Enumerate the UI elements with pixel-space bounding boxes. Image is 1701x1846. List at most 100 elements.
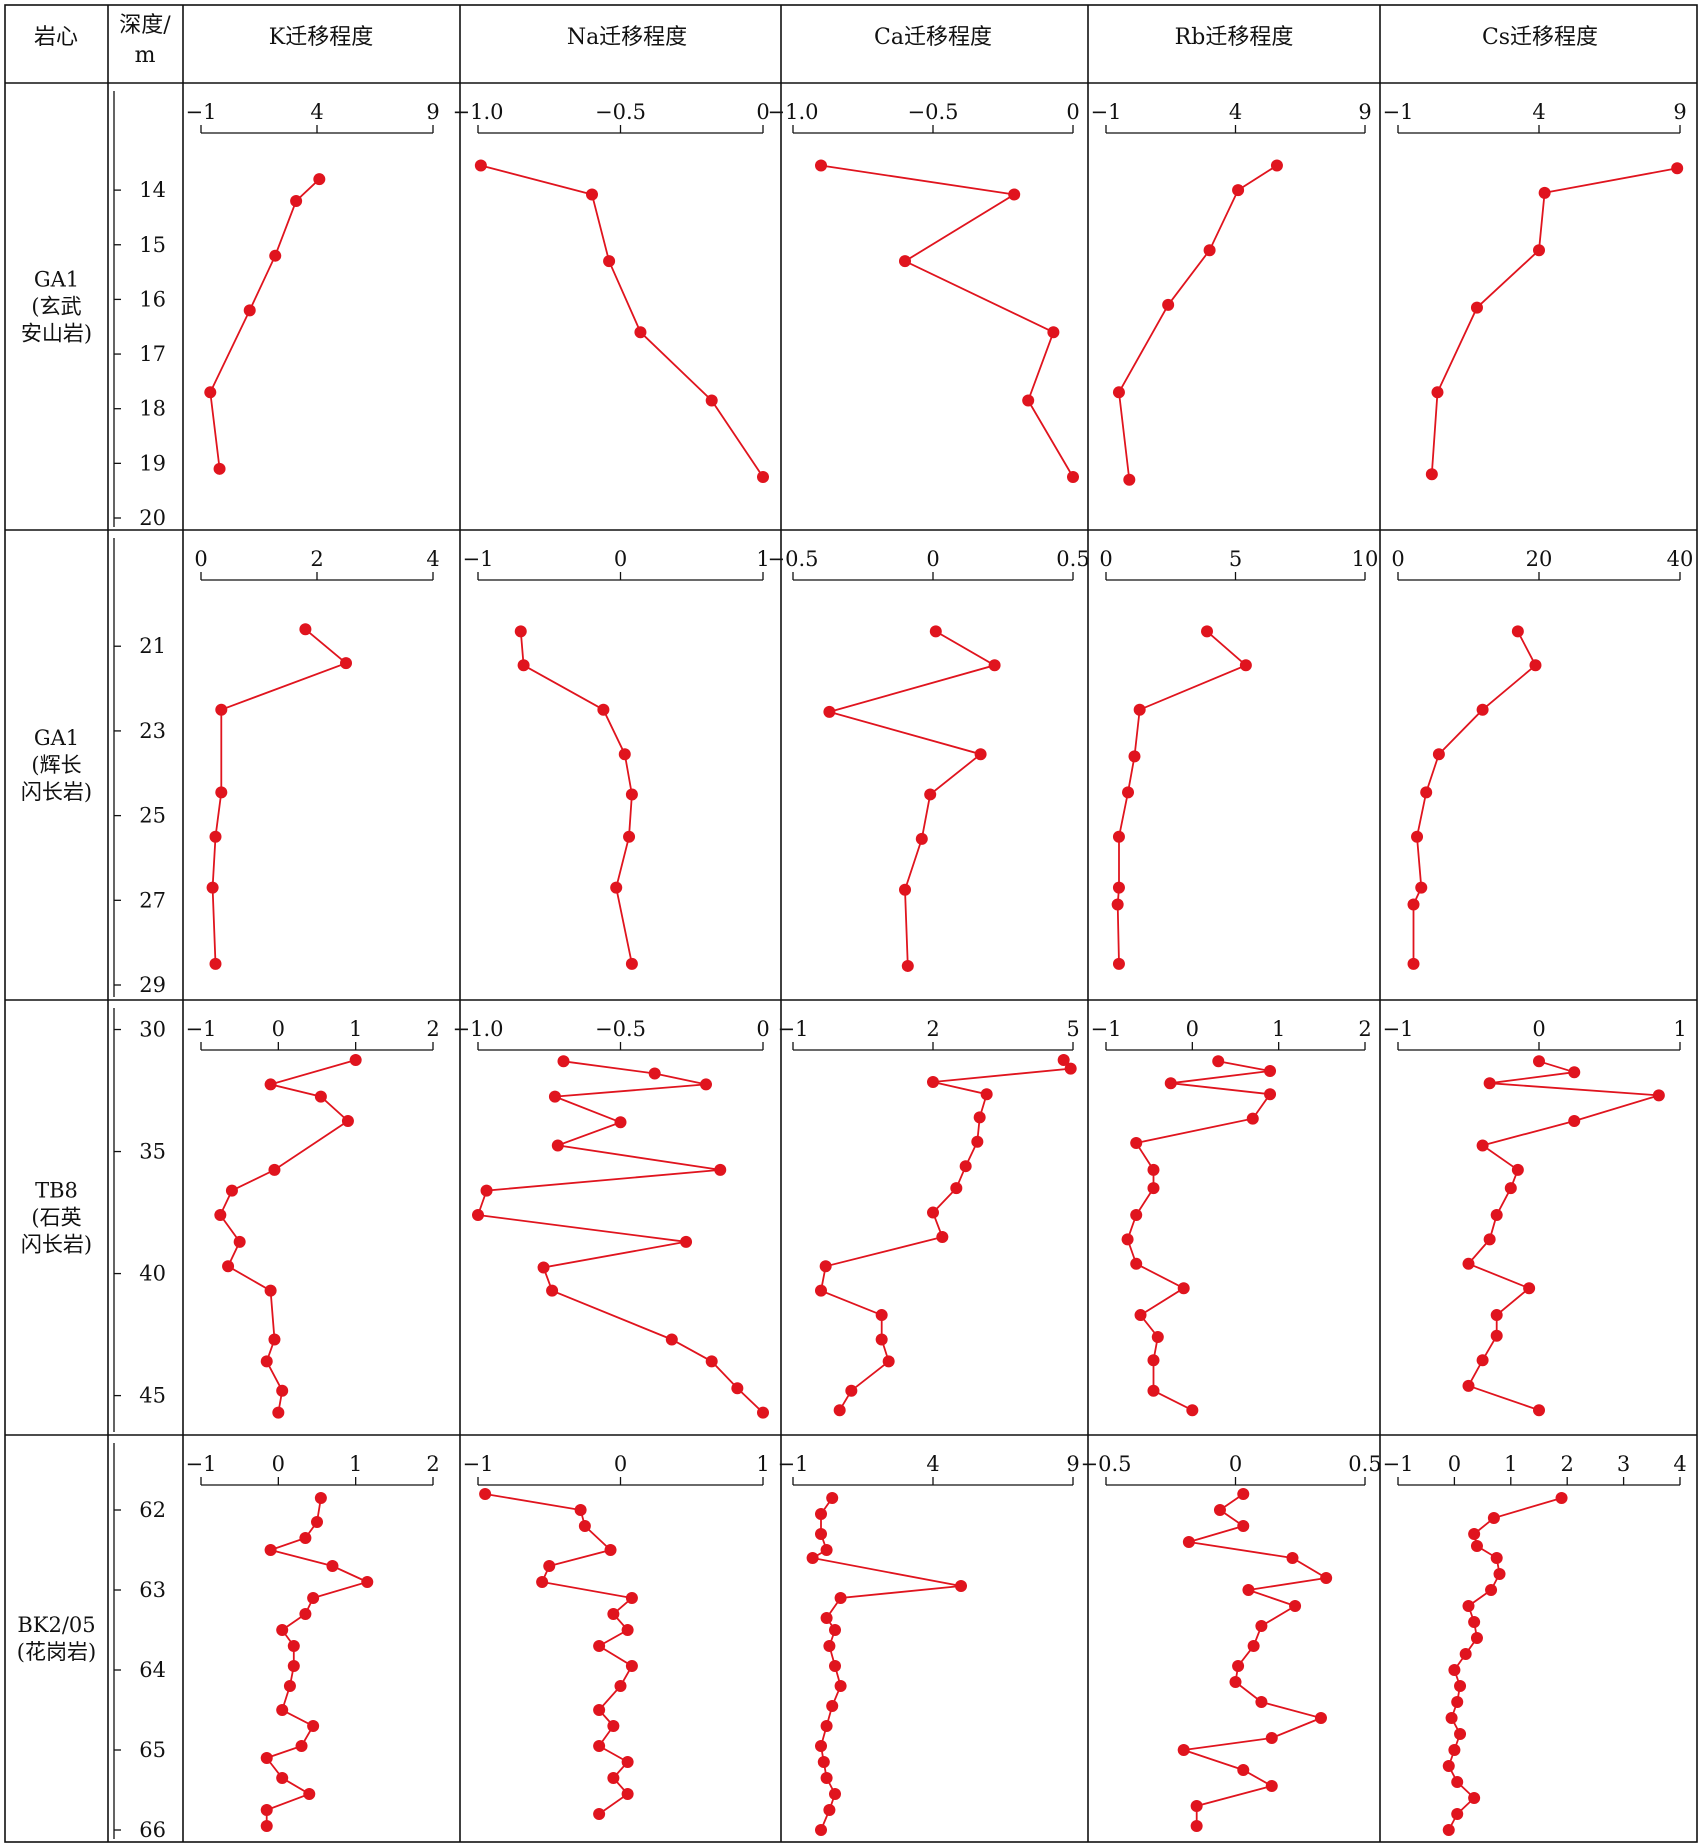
series-line-k bbox=[209, 178, 320, 469]
data-point bbox=[1270, 159, 1283, 172]
x-tick-label: −1 bbox=[186, 1017, 217, 1041]
data-point bbox=[1122, 786, 1135, 799]
x-tick-label: 0 bbox=[614, 1452, 627, 1476]
data-point bbox=[546, 1284, 559, 1297]
data-point bbox=[604, 1544, 617, 1556]
depth-tick-label: 16 bbox=[139, 287, 166, 311]
data-point bbox=[1134, 1309, 1147, 1322]
data-point bbox=[209, 830, 222, 843]
data-point bbox=[1462, 1379, 1475, 1392]
data-point bbox=[1190, 1820, 1203, 1832]
x-tick-label: −1 bbox=[778, 1017, 809, 1041]
data-point bbox=[1538, 186, 1551, 199]
data-point bbox=[927, 1075, 939, 1088]
x-tick-label: 40 bbox=[1667, 547, 1694, 571]
data-point bbox=[1264, 1065, 1277, 1078]
data-point bbox=[1483, 1077, 1496, 1090]
x-tick-label: −0.5 bbox=[908, 100, 959, 124]
data-point bbox=[1487, 1512, 1500, 1524]
x-tick-label: 4 bbox=[1229, 100, 1242, 124]
data-point bbox=[1237, 1520, 1250, 1532]
core-label: (石英 bbox=[31, 1206, 81, 1230]
data-point bbox=[287, 1660, 300, 1672]
data-point bbox=[1451, 1776, 1464, 1788]
data-point bbox=[607, 1720, 620, 1732]
series-line-rb bbox=[1183, 1493, 1329, 1826]
data-point bbox=[269, 249, 282, 262]
x-tick-label: 0.5 bbox=[1056, 547, 1089, 571]
data-point bbox=[1407, 957, 1420, 970]
data-point bbox=[974, 748, 987, 761]
x-tick-label: −0.5 bbox=[595, 1017, 646, 1041]
data-point bbox=[815, 1740, 827, 1752]
depth-tick-label: 21 bbox=[139, 634, 166, 658]
data-point bbox=[1320, 1572, 1333, 1584]
data-point bbox=[1123, 473, 1136, 486]
data-point bbox=[1064, 1062, 1077, 1075]
panel-k-row-0: −1 4 9 bbox=[186, 100, 440, 475]
data-point bbox=[215, 703, 228, 716]
data-point bbox=[299, 1532, 312, 1544]
data-point bbox=[614, 1680, 627, 1692]
data-point bbox=[705, 394, 718, 407]
data-point bbox=[314, 1492, 327, 1504]
data-point bbox=[1130, 1257, 1143, 1270]
core-label: 闪长岩) bbox=[21, 780, 92, 804]
data-point bbox=[209, 957, 222, 970]
data-point bbox=[1462, 1257, 1475, 1270]
x-tick-label: 1 bbox=[756, 547, 769, 571]
data-point bbox=[536, 1576, 549, 1588]
panel-rb-row-2: −1 0 1 2 bbox=[1091, 1017, 1372, 1417]
x-tick-label: 4 bbox=[426, 547, 439, 571]
data-point bbox=[586, 188, 598, 201]
data-point bbox=[915, 832, 928, 845]
x-tick-label: −1.0 bbox=[453, 100, 504, 124]
x-tick-label: 1 bbox=[1272, 1017, 1285, 1041]
data-point bbox=[1432, 748, 1445, 761]
data-point bbox=[272, 1406, 285, 1419]
data-point bbox=[361, 1576, 374, 1588]
x-tick-label: −1 bbox=[1091, 1017, 1122, 1041]
depth-tick-label: 20 bbox=[139, 506, 166, 530]
x-tick-label: 0 bbox=[614, 547, 627, 571]
data-point bbox=[1411, 830, 1424, 843]
data-point bbox=[1476, 703, 1489, 716]
data-point bbox=[574, 1504, 587, 1516]
data-point bbox=[834, 1680, 847, 1692]
data-point bbox=[1490, 1329, 1503, 1342]
series-line-cs bbox=[1430, 167, 1678, 475]
data-point bbox=[714, 1163, 727, 1176]
x-tick-label: 9 bbox=[1358, 100, 1371, 124]
data-point bbox=[875, 1309, 888, 1322]
data-point bbox=[1425, 468, 1438, 481]
data-point bbox=[1568, 1115, 1581, 1128]
x-tick-label: −1 bbox=[1383, 100, 1414, 124]
core-label: (辉长 bbox=[31, 753, 81, 777]
series-line-na bbox=[519, 631, 633, 964]
x-tick-label: 9 bbox=[426, 100, 439, 124]
series-line-cs bbox=[1447, 1497, 1562, 1831]
x-tick-label: 9 bbox=[1673, 100, 1686, 124]
panel-cs-row-2: −1 0 1 bbox=[1383, 1017, 1687, 1417]
header-na-column: Na迁移程度 bbox=[567, 25, 687, 50]
data-point bbox=[1265, 1780, 1278, 1792]
header-depth-unit: m bbox=[135, 43, 156, 68]
data-point bbox=[820, 1544, 833, 1556]
data-point bbox=[826, 1492, 839, 1504]
data-point bbox=[1164, 1077, 1177, 1090]
data-point bbox=[1490, 1552, 1503, 1564]
x-tick-label: −1 bbox=[186, 100, 217, 124]
x-tick-label: 4 bbox=[310, 100, 323, 124]
data-point bbox=[1147, 1384, 1160, 1397]
panel-ca-row-2: −1 2 5 bbox=[778, 1017, 1080, 1417]
data-point bbox=[833, 1404, 846, 1417]
x-tick-label: 4 bbox=[1532, 100, 1545, 124]
data-point bbox=[1112, 957, 1125, 970]
data-point bbox=[290, 195, 303, 208]
data-point bbox=[517, 659, 530, 672]
data-point bbox=[1201, 625, 1214, 638]
core-label: TB8 bbox=[35, 1179, 78, 1203]
data-point bbox=[1213, 1504, 1226, 1516]
data-point bbox=[593, 1704, 606, 1716]
